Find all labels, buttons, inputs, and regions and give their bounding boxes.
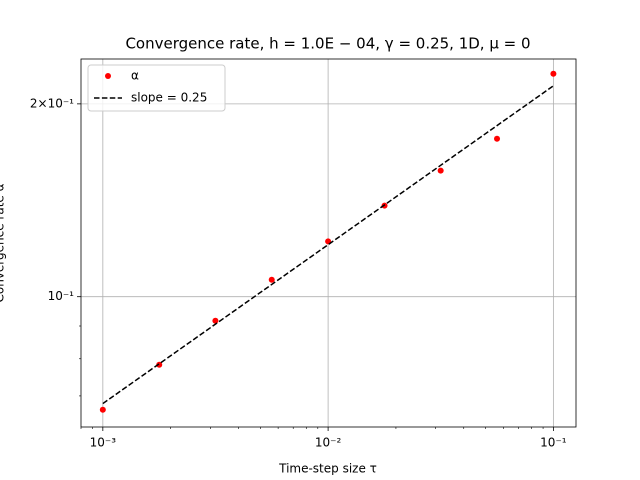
x-tick-label: 10⁻³ [90,436,117,450]
data-point [99,406,106,413]
data-point [156,361,163,368]
x-axis-label: Time-step size τ [278,462,377,476]
chart-title: Convergence rate, h = 1.0E − 04, γ = 0.2… [125,35,530,53]
x-tick-label: 10⁻² [315,436,342,450]
data-point [494,135,501,142]
fit-line [102,85,554,405]
plot-frame [80,58,577,428]
data-point [550,70,557,77]
data-point [437,167,444,174]
data-point [212,317,219,324]
x-tick-label: 10⁻¹ [540,436,567,450]
legend-label: α [131,69,139,83]
legend-box [87,64,226,112]
y-tick-label: 10⁻¹ [48,289,75,303]
y-axis-label: Convergence rate α [0,183,7,302]
data-point [268,276,275,283]
legend-swatch [105,73,111,79]
y-tick-label: 2×10⁻¹ [30,96,74,110]
legend-label: slope = 0.25 [131,91,207,105]
